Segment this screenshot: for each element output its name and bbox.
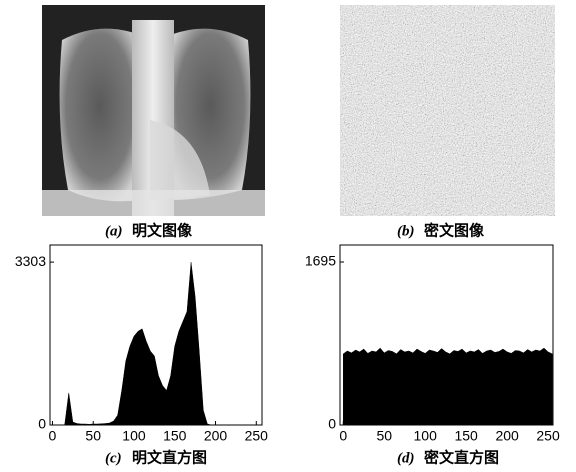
x-tick-label: 200 xyxy=(204,428,228,444)
caption-label: (c) xyxy=(105,450,122,466)
x-tick-label: 50 xyxy=(376,428,392,444)
x-tick-label: 250 xyxy=(245,428,269,444)
caption-label: (b) xyxy=(397,223,415,239)
x-tick-label: 150 xyxy=(454,428,478,444)
chart-title: 密文直方图 xyxy=(424,448,499,466)
x-tick-label: 200 xyxy=(495,428,519,444)
caption-label: (d) xyxy=(397,450,415,466)
y-tick-label: 0 xyxy=(328,416,336,432)
xray-image xyxy=(42,5,265,216)
caption-label: (a) xyxy=(105,223,123,239)
figure: (a) 明文图像 (b) 密文图像 0 50 100 150 200 250 0 3303 (c… xyxy=(0,0,576,472)
caption: 密文图像 xyxy=(424,221,485,239)
caption: 明文图像 xyxy=(132,221,193,239)
x-tick-label: 0 xyxy=(49,428,57,444)
histogram-area xyxy=(343,348,552,425)
x-tick-label: 100 xyxy=(122,428,146,444)
y-tick-label: 1695 xyxy=(305,253,336,269)
y-tick-label: 0 xyxy=(38,416,46,432)
chart-title: 明文直方图 xyxy=(132,448,207,466)
y-tick-label: 3303 xyxy=(15,253,46,269)
x-tick-label: 250 xyxy=(536,428,560,444)
x-tick-label: 100 xyxy=(414,428,438,444)
x-tick-label: 50 xyxy=(85,428,101,444)
histogram-area xyxy=(52,262,260,425)
x-tick-label: 0 xyxy=(339,428,347,444)
cipher-image xyxy=(340,5,555,216)
x-tick-label: 150 xyxy=(163,428,187,444)
